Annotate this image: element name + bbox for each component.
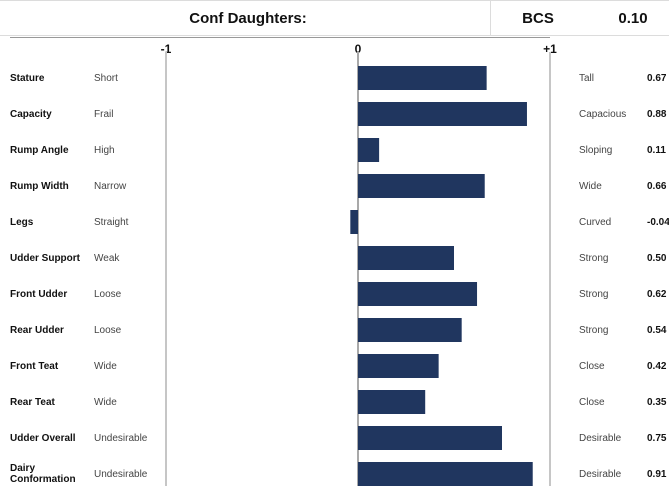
trait-name: Udder Support — [10, 252, 80, 264]
tick-label-zero: 0 — [354, 42, 362, 56]
value-label: 0.88 — [647, 108, 667, 120]
high-end-label: Strong — [579, 324, 609, 336]
value-label: 0.62 — [647, 288, 667, 300]
low-end-label: Wide — [94, 360, 117, 372]
bar — [358, 282, 478, 306]
low-end-label: Narrow — [94, 180, 127, 192]
bar — [358, 354, 439, 378]
bcs-label: BCS — [522, 10, 554, 27]
high-end-label: Capacious — [579, 108, 627, 120]
high-end-label: Strong — [579, 252, 609, 264]
trait-name: Capacity — [10, 108, 52, 120]
high-end-label: Close — [579, 396, 605, 408]
low-end-label: Undesirable — [94, 468, 148, 480]
bar — [358, 138, 380, 162]
trait-name: Rump Angle — [10, 144, 69, 156]
low-end-label: Straight — [94, 216, 129, 228]
bar — [358, 462, 533, 486]
trait-name: Rear Teat — [10, 396, 55, 408]
trait-name: Rump Width — [10, 180, 69, 192]
bcs-value: 0.10 — [618, 10, 648, 27]
trait-name: Dairy Conformation — [10, 463, 76, 485]
low-end-label: Weak — [94, 252, 120, 264]
axis-top-line — [10, 37, 550, 38]
low-end-label: Loose — [94, 324, 122, 336]
high-end-label: Desirable — [579, 432, 622, 444]
value-label: 0.42 — [647, 360, 667, 372]
value-label: -0.04 — [647, 216, 669, 228]
trait-name: Front Udder — [10, 288, 68, 300]
trait-name: Udder Overall — [10, 432, 76, 444]
value-label: 0.35 — [647, 396, 667, 408]
tick-label-max: +1 — [543, 42, 557, 56]
bar — [358, 318, 462, 342]
bar — [358, 246, 454, 270]
gridline-max — [549, 52, 551, 486]
bar — [358, 426, 502, 450]
high-end-label: Curved — [579, 216, 612, 228]
value-label: 0.54 — [647, 324, 667, 336]
chart-header: Conf Daughters: BCS 0.10 — [0, 0, 669, 36]
value-label: 0.66 — [647, 180, 667, 192]
low-end-label: Undesirable — [94, 432, 148, 444]
high-end-label: Strong — [579, 288, 609, 300]
chart-title: Conf Daughters: — [189, 10, 307, 27]
high-end-label: Desirable — [579, 468, 622, 480]
high-end-label: Close — [579, 360, 605, 372]
gridline-min — [165, 52, 167, 486]
bar — [350, 210, 358, 234]
value-label: 0.75 — [647, 432, 667, 444]
low-end-label: Loose — [94, 288, 122, 300]
bar — [358, 390, 426, 414]
low-end-label: Wide — [94, 396, 117, 408]
low-end-label: High — [94, 144, 115, 156]
trait-name: Legs — [10, 216, 34, 228]
bar — [358, 174, 485, 198]
bar — [358, 102, 527, 126]
low-end-label: Frail — [94, 108, 114, 120]
high-end-label: Tall — [579, 72, 595, 84]
trait-name: Stature — [10, 72, 45, 84]
high-end-label: Sloping — [579, 144, 613, 156]
tick-label-min: -1 — [160, 42, 172, 56]
low-end-label: Short — [94, 72, 118, 84]
value-label: 0.67 — [647, 72, 667, 84]
bar — [358, 66, 487, 90]
header-divider — [490, 1, 491, 36]
high-end-label: Wide — [579, 180, 602, 192]
trait-name: Rear Udder — [10, 324, 64, 336]
value-label: 0.50 — [647, 252, 667, 264]
trait-name: Front Teat — [10, 360, 59, 372]
value-label: 0.91 — [647, 468, 667, 480]
value-label: 0.11 — [647, 144, 666, 156]
